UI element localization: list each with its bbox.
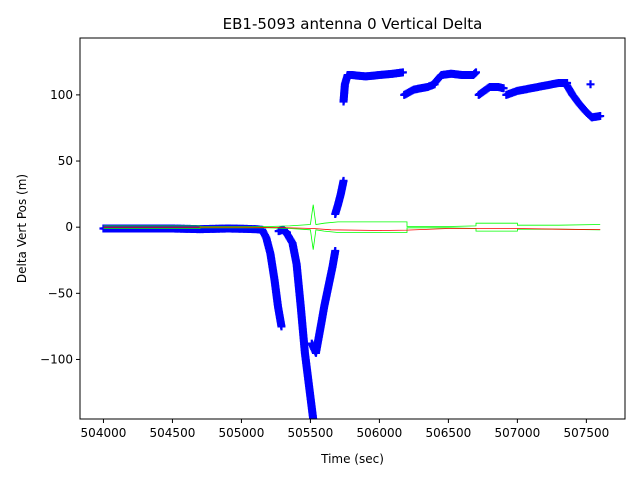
x-tick-label: 507000 <box>494 426 540 440</box>
y-tick-label: −100 <box>40 352 73 366</box>
x-tick-label: 504000 <box>81 426 127 440</box>
data-point <box>596 112 605 121</box>
y-tick-label: 0 <box>65 220 73 234</box>
y-axis: −100 −50 0 50 100 <box>40 88 80 366</box>
x-tick-label: 504500 <box>150 426 196 440</box>
y-tick-label: −50 <box>48 286 73 300</box>
x-tick-label: 505000 <box>219 426 265 440</box>
data-point <box>471 68 480 77</box>
series-layer <box>99 68 605 419</box>
x-tick-label: 506000 <box>356 426 402 440</box>
x-tick-label: 505500 <box>288 426 334 440</box>
data-point <box>499 84 508 93</box>
x-axis: 504000 504500 505000 505500 506000 506500 5070… <box>81 419 609 440</box>
series-0 <box>99 68 605 419</box>
y-tick-label: 50 <box>58 154 73 168</box>
series-2 <box>103 226 601 231</box>
plot-frame <box>79 37 626 420</box>
x-tick-label: 507500 <box>563 426 609 440</box>
x-tick-label: 506500 <box>425 426 471 440</box>
series-line <box>103 204 601 227</box>
chart-title: EB1-5093 antenna 0 Vertical Delta <box>223 15 483 33</box>
data-point <box>398 68 407 77</box>
y-tick-label: 100 <box>50 88 73 102</box>
x-axis-label: Time (sec) <box>320 452 384 466</box>
y-axis-label: Delta Vert Pos (m) <box>15 174 29 283</box>
series-1 <box>103 204 601 250</box>
data-point <box>277 322 286 331</box>
series-line <box>103 227 601 250</box>
data-point <box>309 415 318 419</box>
data-point <box>586 80 595 89</box>
data-point <box>331 246 340 255</box>
data-point <box>339 176 348 185</box>
series-line <box>103 226 601 231</box>
